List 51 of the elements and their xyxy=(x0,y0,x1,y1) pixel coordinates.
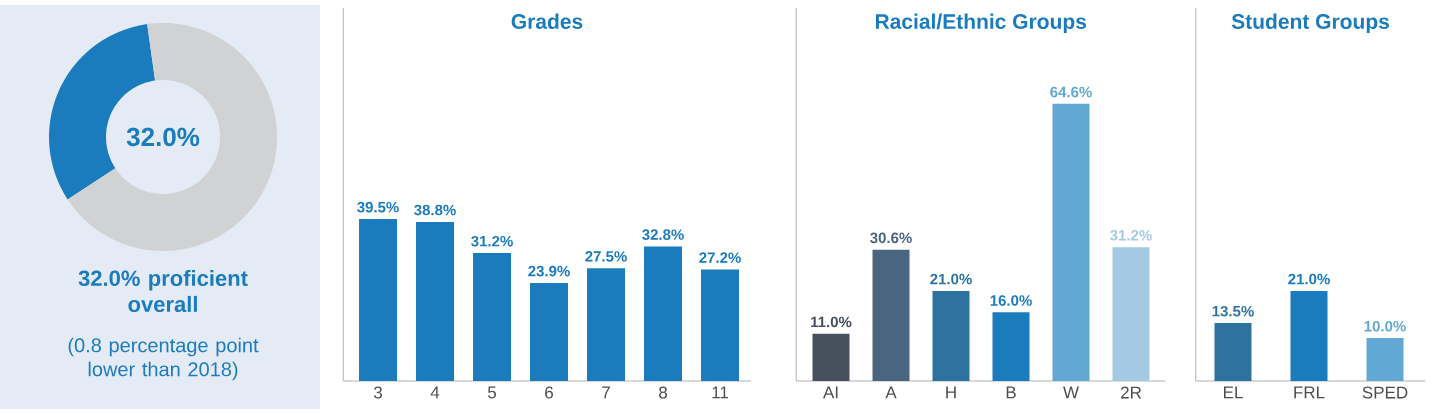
data-label: 16.0% xyxy=(990,295,1032,306)
x-tick-label: 2R xyxy=(1121,386,1142,399)
data-label: 31.2% xyxy=(1110,229,1152,241)
bar xyxy=(644,246,683,381)
data-label: 32.0% xyxy=(126,127,200,147)
data-label: 32.8% xyxy=(642,229,684,240)
x-tick-label: H xyxy=(946,386,956,399)
bar xyxy=(872,249,910,381)
bar xyxy=(812,333,850,381)
data-label: 31.2% xyxy=(471,235,513,247)
x-tick-label: 11 xyxy=(712,386,729,399)
x-tick-label: SPED xyxy=(1362,386,1408,399)
data-label: 27.2% xyxy=(699,252,741,263)
bar xyxy=(932,290,970,381)
bar xyxy=(416,221,455,381)
data-label: 38.8% xyxy=(414,204,456,216)
x-tick-label: AI xyxy=(823,386,838,399)
data-label: 27.5% xyxy=(585,251,627,262)
data-label: 39.5% xyxy=(357,201,399,213)
bar xyxy=(530,283,569,381)
chart-title: Grades xyxy=(511,13,583,29)
data-label: 21.0% xyxy=(930,273,972,285)
data-label: 64.6% xyxy=(1050,86,1092,98)
data-label: 10.0% xyxy=(1364,320,1406,332)
data-label: 23.9% xyxy=(528,265,570,277)
bar xyxy=(1112,247,1150,381)
bar xyxy=(359,219,398,381)
text: 32.0% proficient overall xyxy=(78,269,248,313)
x-tick-label: 4 xyxy=(430,386,440,399)
data-label: 30.6% xyxy=(870,232,912,244)
bar xyxy=(701,269,740,381)
chart-title: Student Groups xyxy=(1231,13,1389,34)
x-tick-label: 7 xyxy=(602,386,610,399)
data-label: 11.0% xyxy=(811,316,852,328)
chart-title: Racial/Ethnic Groups xyxy=(875,13,1087,34)
x-tick-label: W xyxy=(1063,386,1079,399)
x-tick-label: 3 xyxy=(373,386,382,399)
x-tick-label: 5 xyxy=(487,386,497,399)
bar xyxy=(587,268,626,381)
text: (0.8 percentage point lower than 2018) xyxy=(68,337,259,381)
x-tick-label: EL xyxy=(1224,386,1243,399)
x-tick-label: FRL xyxy=(1294,386,1325,399)
bar xyxy=(992,312,1030,381)
x-tick-label: B xyxy=(1006,386,1016,399)
bar xyxy=(1052,103,1090,381)
x-tick-label: A xyxy=(885,386,897,399)
bar xyxy=(473,253,512,381)
data-label: 13.5% xyxy=(1212,305,1254,317)
x-tick-label: 6 xyxy=(545,386,553,399)
data-label: 21.0% xyxy=(1288,273,1330,285)
x-tick-label: 8 xyxy=(659,386,668,399)
